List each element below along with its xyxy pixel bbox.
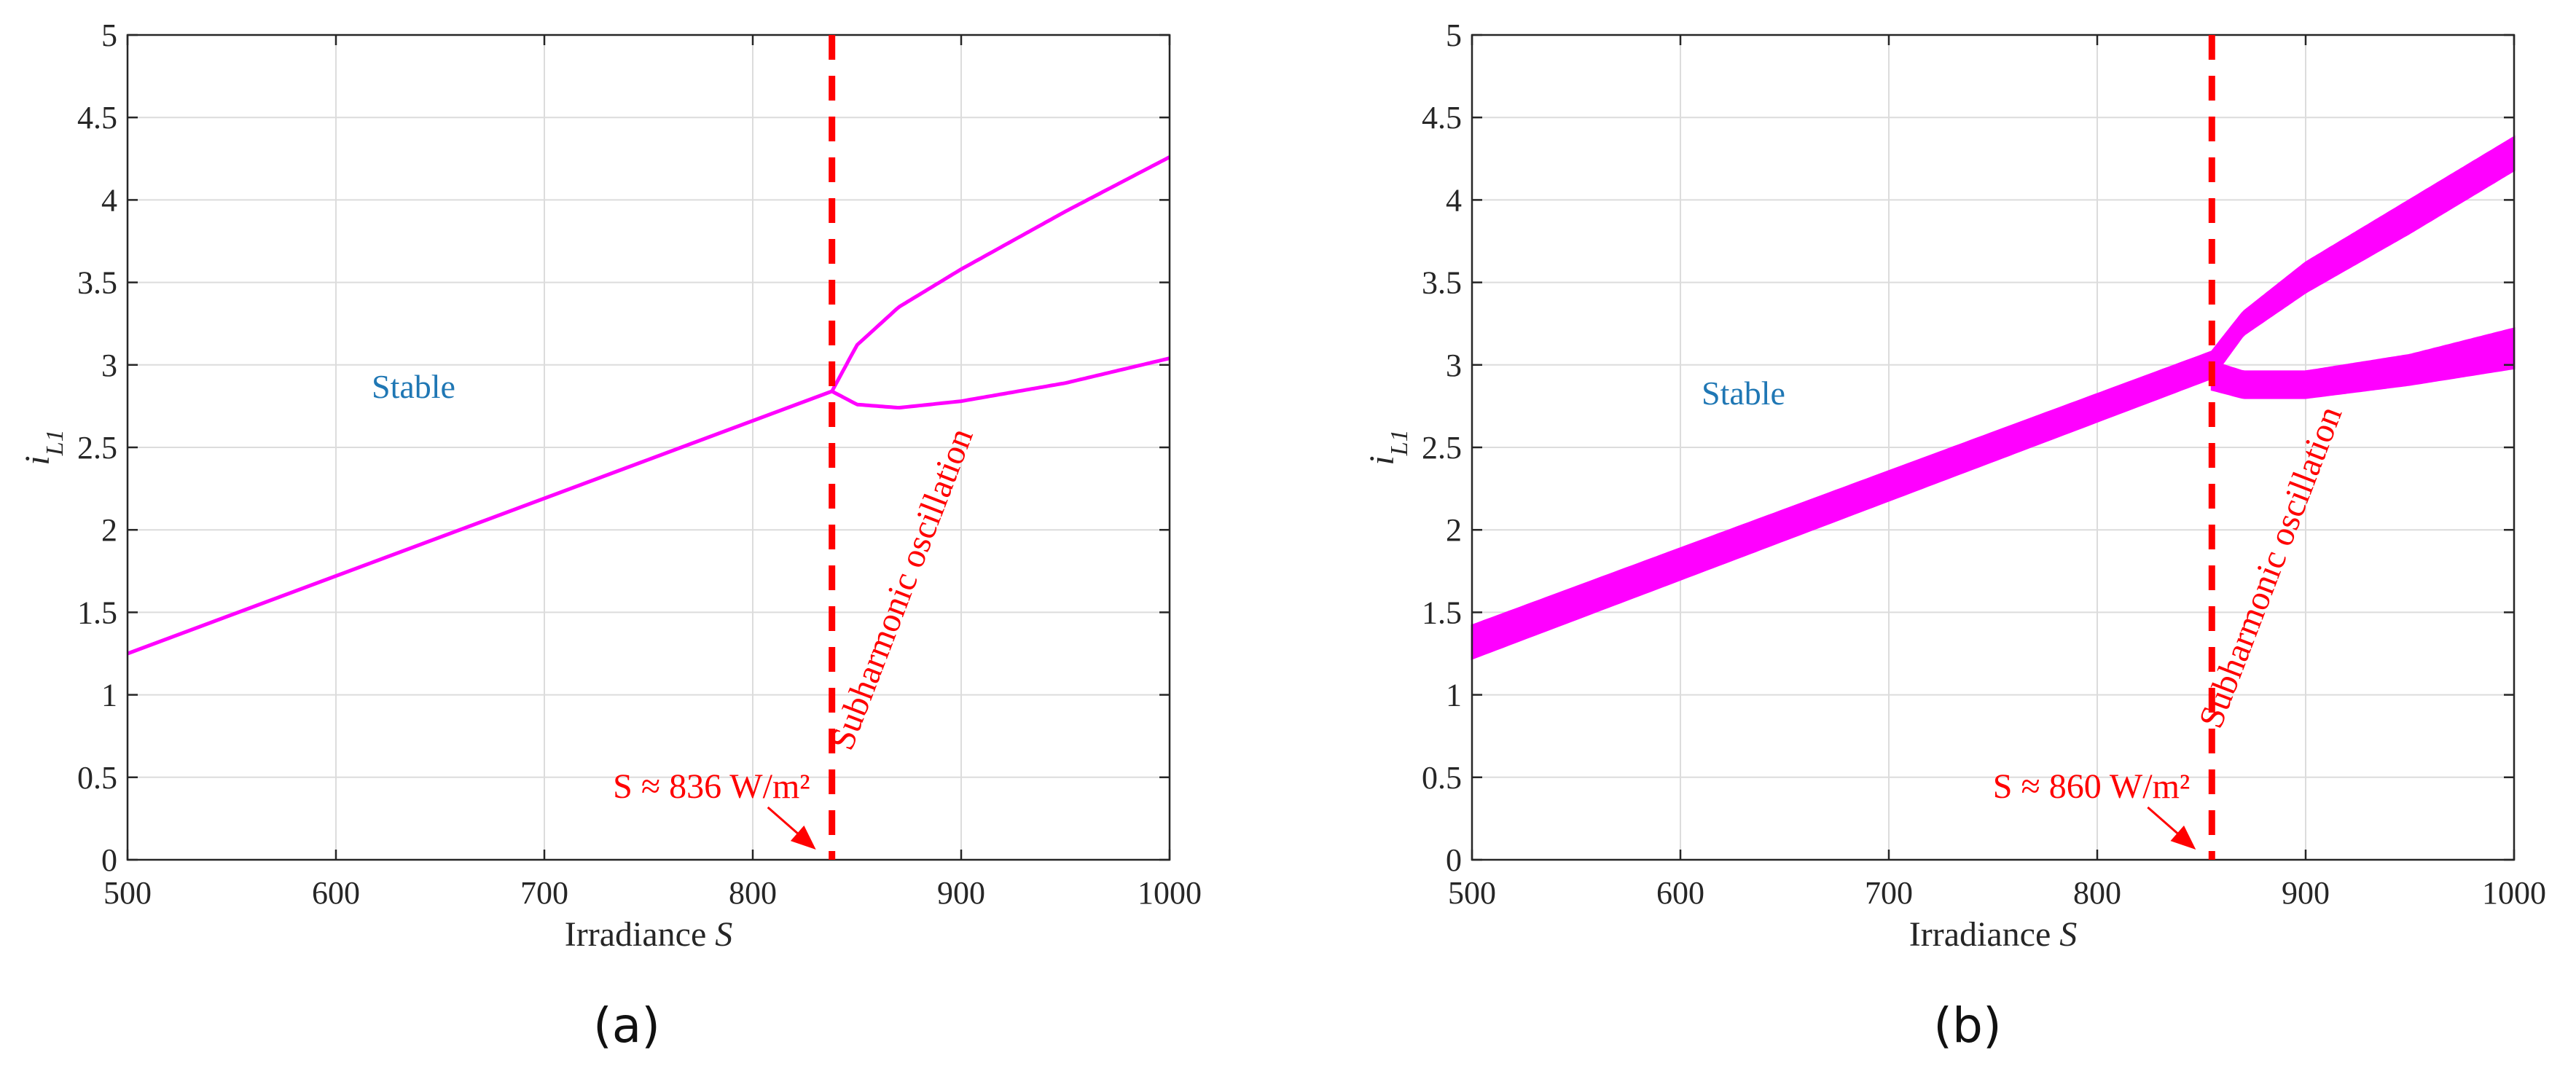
stable-label: Stable [1702, 375, 1785, 412]
series-line-0 [127, 389, 833, 656]
y-tick-label: 1 [1446, 678, 1462, 713]
y-tick-label: 3 [1446, 348, 1462, 383]
y-axis-label-sub: L1 [42, 429, 68, 456]
y-axis-label: iL1 [1363, 429, 1413, 465]
x-tick-label: 1000 [1138, 875, 1202, 911]
y-tick-label: 3 [101, 348, 117, 383]
threshold-label: S ≈ 836 W/m² [613, 767, 810, 806]
y-tick-label: 1.5 [77, 595, 117, 630]
x-axis-label: Irradiance S [1909, 915, 2078, 954]
series-band-2 [2210, 327, 2516, 399]
y-tick-label: 3.5 [1422, 265, 1462, 301]
y-axis-label: iL1 [18, 429, 68, 465]
oscillation-label: Subharmonic oscillation [2191, 401, 2349, 734]
y-tick-label: 0.5 [1422, 760, 1462, 796]
series-line-2 [831, 356, 1170, 409]
y-tick-label: 2.5 [1422, 430, 1462, 466]
data-series [1471, 135, 2516, 660]
x-tick-label: 700 [1865, 875, 1913, 911]
x-tick-label: 800 [2073, 875, 2121, 911]
y-tick-label: 2 [1446, 512, 1462, 548]
x-tick-label: 800 [729, 875, 777, 911]
x-axis-label: Irradiance S [565, 915, 733, 954]
y-tick-label: 5 [101, 17, 117, 53]
x-tick-label: 600 [312, 875, 360, 911]
panel-caption: (b) [1933, 997, 2001, 1054]
oscillation-label: Subharmonic oscillation [823, 423, 981, 756]
x-axis-label-text: Irradiance [565, 915, 716, 954]
y-tick-label: 0 [101, 842, 117, 878]
x-tick-label: 600 [1656, 875, 1704, 911]
y-tick-label: 3.5 [77, 265, 117, 301]
chart-panel-b: 500 600 700 800 900 1000 0 0.5 1 1.5 2 2.5 3 3.5 4 4.5 5… [1363, 17, 2546, 1054]
grid [127, 34, 1170, 860]
data-series [127, 155, 1171, 656]
y-tick-label: 4 [1446, 182, 1462, 218]
y-tick-label: 4 [101, 182, 117, 218]
series-line-1 [830, 155, 1171, 393]
y-tick-label: 0.5 [77, 760, 117, 796]
y-tick-label: 0 [1446, 842, 1462, 878]
x-tick-label: 1000 [2482, 875, 2546, 911]
y-tick-label: 5 [1446, 17, 1462, 53]
y-tick-label: 2.5 [77, 430, 117, 466]
x-tick-label: 900 [2282, 875, 2330, 911]
x-axis-label-var: S [715, 915, 732, 954]
y-tick-label: 1 [101, 678, 117, 713]
y-tick-label: 1.5 [1422, 595, 1462, 630]
chart-panel-a: 500 600 700 800 900 1000 0 0.5 1 1.5 2 2.5 3 3.5 4 4.5 5… [18, 17, 1202, 1054]
y-tick-label: 4.5 [77, 100, 117, 136]
x-tick-label: 500 [1448, 875, 1496, 911]
stable-label: Stable [372, 368, 455, 405]
x-tick-label: 500 [103, 875, 152, 911]
x-tick-label: 900 [937, 875, 985, 911]
x-axis-label-var: S [2059, 915, 2077, 954]
x-tick-label: 700 [520, 875, 568, 911]
panel-caption: (a) [593, 997, 660, 1054]
y-tick-label: 4.5 [1422, 100, 1462, 136]
x-axis-label-text: Irradiance [1909, 915, 2060, 954]
y-tick-label: 2 [101, 512, 117, 548]
threshold-label: S ≈ 860 W/m² [1993, 767, 2191, 806]
threshold-arrow-head [2170, 826, 2196, 850]
y-axis-label-var: i [18, 455, 57, 465]
y-axis-label-var: i [1363, 455, 1401, 465]
threshold-arrow-head [790, 826, 816, 850]
y-axis-label-sub: L1 [1386, 429, 1413, 456]
